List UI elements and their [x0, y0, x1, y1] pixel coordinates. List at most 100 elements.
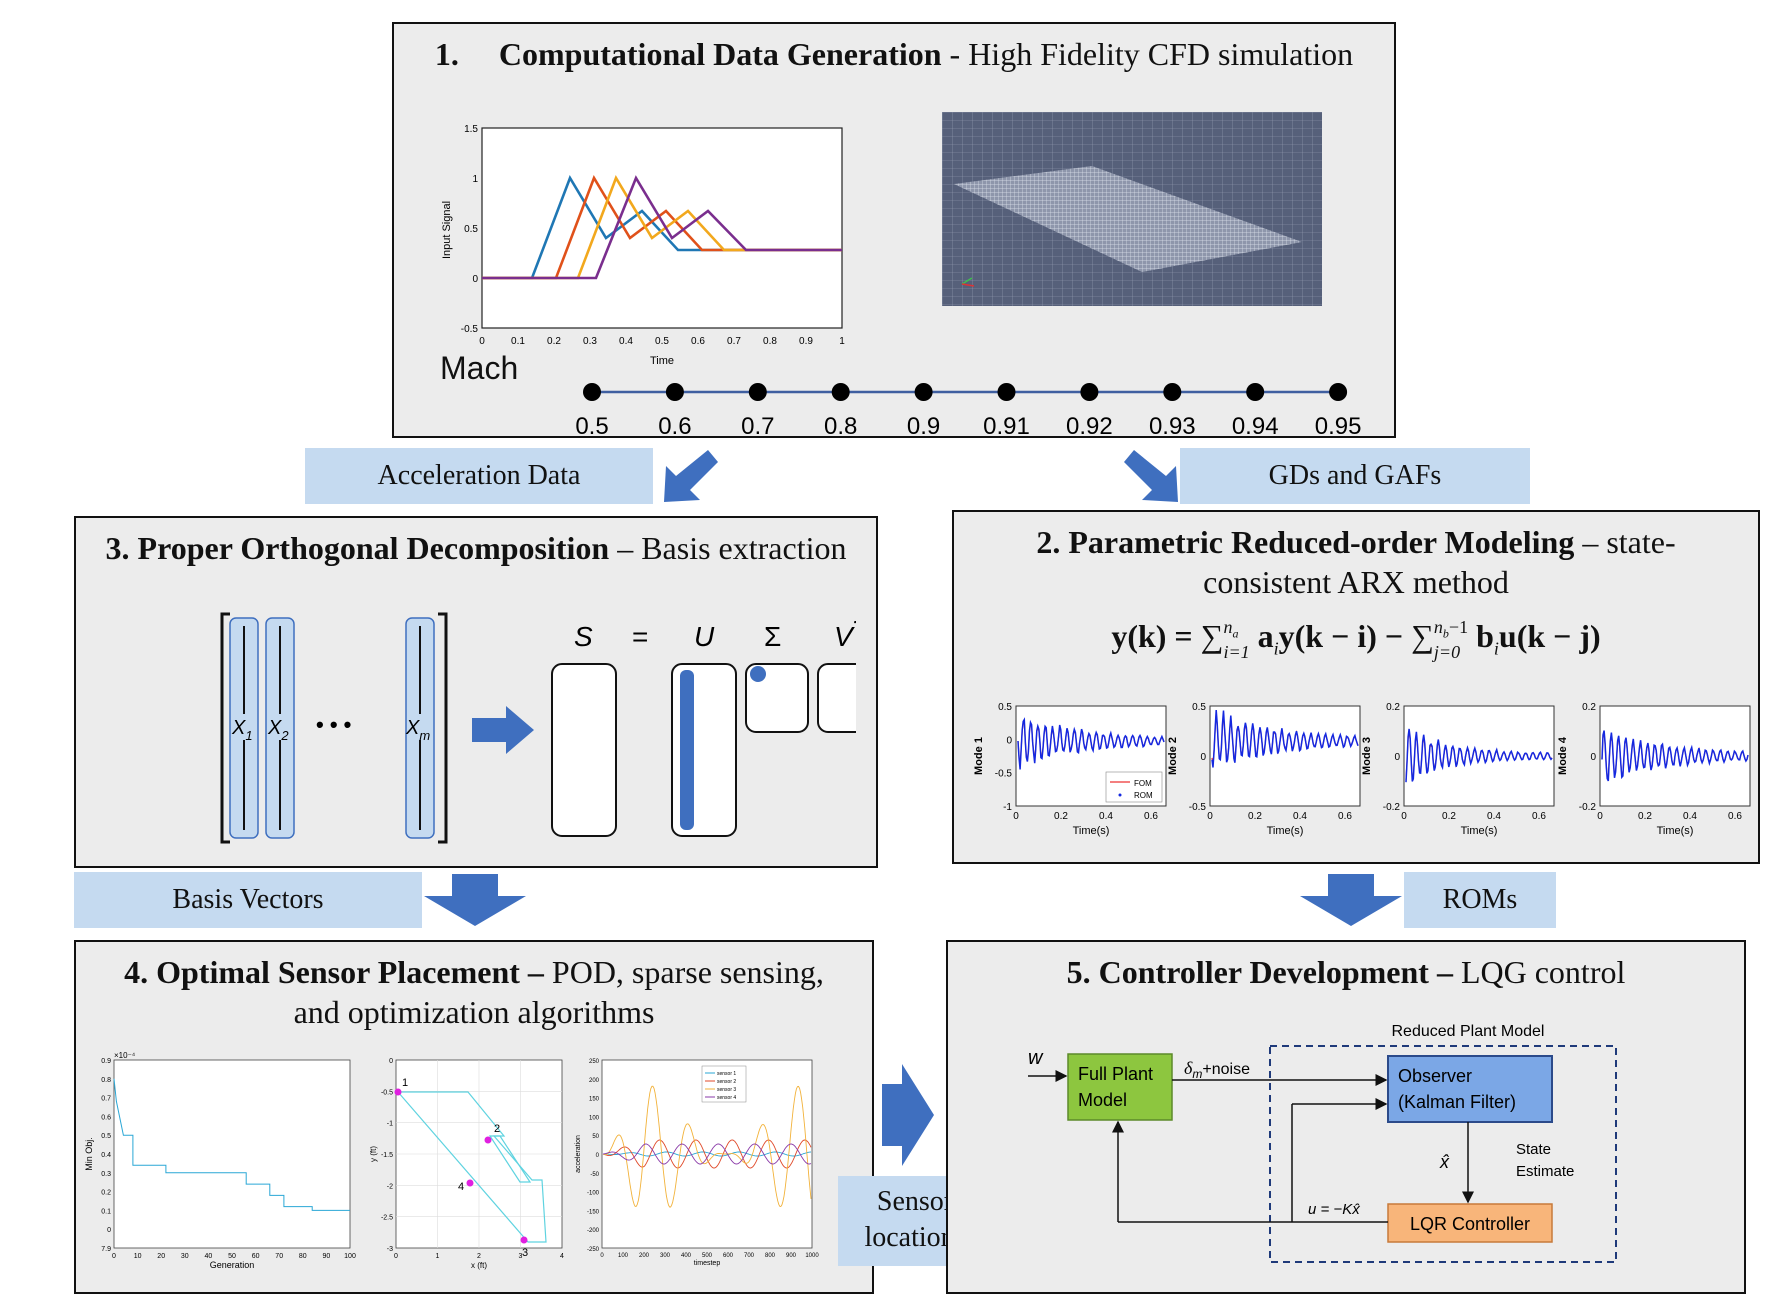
xlabel: x (ft) — [471, 1261, 487, 1270]
ellipsis: • • • — [316, 712, 351, 737]
eq-u: U — [694, 621, 715, 652]
mode-xtick: 0.4 — [1293, 811, 1307, 822]
y-tick-label: 1 — [472, 174, 478, 185]
x-tick-label: 0 — [479, 336, 485, 347]
mach-value-label: 0.6 — [658, 413, 691, 438]
mode-ylabel: Mode 2 — [1167, 737, 1179, 775]
mode-xtick: 0.2 — [1638, 811, 1652, 822]
x-tick-label: 0.5 — [655, 336, 669, 347]
snapshot-label-2: X2 — [267, 717, 289, 743]
mach-value-label: 0.94 — [1232, 413, 1279, 438]
mach-value-label: 0.93 — [1149, 413, 1196, 438]
panel-title: 3. Proper Orthogonal Decomposition – Bas… — [76, 528, 876, 568]
mode-xlabel: Time(s) — [1267, 825, 1304, 837]
mode-xtick: 0.6 — [1532, 811, 1546, 822]
x-axis-label: Time — [650, 355, 674, 367]
x-hat-label: x̂ — [1439, 1152, 1450, 1172]
sensor-point-label: 4 — [458, 1181, 464, 1193]
ytick: -250 — [587, 1247, 600, 1253]
signal-line-4 — [482, 175, 842, 280]
basis-vectors-label: Basis Vectors — [74, 872, 422, 928]
acceleration-data-label: Acceleration Data — [305, 448, 653, 504]
mode-xtick: 0 — [1597, 811, 1603, 822]
mach-point — [583, 383, 601, 401]
panel-sensor-placement: 4. Optimal Sensor Placement – POD, spars… — [74, 940, 874, 1294]
xtick: 1 — [436, 1253, 440, 1260]
xtick: 900 — [786, 1253, 797, 1259]
arrow-down-left — [664, 450, 718, 502]
ytick: 0 — [107, 1227, 111, 1234]
mode-ytick: 0.5 — [1192, 702, 1206, 713]
x-tick-label: 0.1 — [511, 336, 525, 347]
panel-title: 4. Optimal Sensor Placement – POD, spars… — [76, 952, 872, 992]
mode-ylabel: Mode 4 — [1557, 736, 1569, 775]
ytick: 0.4 — [101, 1152, 111, 1159]
snapshot-label-1: X1 — [231, 717, 253, 743]
y-tick-label: 0 — [472, 274, 478, 285]
legend-rom: ROM — [1134, 791, 1153, 800]
x-tick-label: 0.2 — [547, 336, 561, 347]
lqr-label: LQR Controller — [1410, 1214, 1530, 1234]
xtick: 50 — [228, 1253, 236, 1260]
ytick: -2.5 — [381, 1215, 393, 1222]
ytick: -150 — [587, 1209, 600, 1215]
mode-xtick: 0 — [1401, 811, 1407, 822]
mach-value-label: 0.91 — [983, 413, 1030, 438]
panel-title-bold: 3. Proper Orthogonal Decomposition — [105, 530, 610, 566]
ylabel: y (ft) — [369, 1146, 378, 1162]
w-input: w — [1028, 1047, 1044, 1069]
mode-xlabel: Time(s) — [1073, 825, 1110, 837]
xtick: 0 — [112, 1253, 116, 1260]
sensor-point-label: 3 — [522, 1247, 528, 1259]
mode-plots: Mode 10.50-0.5-10 0.2 0.4 0.6Time(s)FOMROMM… — [973, 702, 1751, 837]
xtick: 400 — [681, 1253, 692, 1259]
ytick: 100 — [589, 1115, 600, 1121]
panel-title-bold: 2. Parametric Reduced-order Modeling — [1036, 524, 1575, 560]
pod-diagram: X1 X2 Xm • • • S = U Σ VT — [220, 612, 856, 844]
ytick: 50 — [592, 1134, 599, 1140]
mode-ytick: 0 — [1590, 752, 1596, 763]
x-tick-label: 0.8 — [763, 336, 777, 347]
x-tick-labels: 0 0.1 0.2 0.3 0.4 0.5 0.6 0.7 0.8 0.9 1 — [479, 336, 845, 347]
control-law-label: u = −Kx̂ — [1308, 1201, 1360, 1218]
panel-title-bold: Computational Data Generation — [498, 36, 942, 72]
mach-value-label: 0.8 — [824, 413, 857, 438]
ytick: 0 — [596, 1153, 600, 1159]
eq-s: S — [574, 621, 593, 652]
mach-point — [748, 383, 767, 401]
y-tick-label: 1.5 — [464, 124, 478, 135]
xtick: 20 — [157, 1253, 165, 1260]
ytick: -1 — [387, 1121, 393, 1128]
mode-ytick: -0.2 — [1579, 802, 1597, 813]
mach-label: Mach — [440, 350, 519, 386]
xtick: 600 — [723, 1253, 734, 1259]
sensor-point-label: 2 — [494, 1123, 500, 1135]
ytick: 150 — [589, 1097, 600, 1103]
mode-xtick: 0.6 — [1728, 811, 1742, 822]
xtick: 500 — [702, 1253, 713, 1259]
xtick: 0 — [600, 1253, 604, 1259]
full-plant-label-1: Full Plant — [1078, 1064, 1153, 1084]
sensor-plots: ×10⁻⁴0.90.80.70.60.50.40.30.20.107.90 10 2… — [84, 1052, 819, 1270]
mode-ytick: -0.2 — [1383, 802, 1401, 813]
arrow-down — [424, 874, 526, 926]
mach-value-label: 0.92 — [1066, 413, 1113, 438]
roms-label: ROMs — [1404, 872, 1556, 928]
xlabel: timestep — [694, 1260, 721, 1267]
mode-xtick: 0.4 — [1099, 811, 1113, 822]
xtick: 1000 — [805, 1253, 819, 1259]
mach-value-label: 0.5 — [575, 413, 608, 438]
panel-pod: 3. Proper Orthogonal Decomposition – Bas… — [74, 516, 878, 868]
mode-xtick: 0.4 — [1487, 811, 1501, 822]
xtick: 800 — [765, 1253, 776, 1259]
xtick: 30 — [181, 1253, 189, 1260]
y-tick-label: -0.5 — [461, 324, 479, 335]
x-tick-label: 0.9 — [799, 336, 813, 347]
reduced-plant-label: Reduced Plant Model — [1392, 1023, 1545, 1040]
mode-xlabel: Time(s) — [1657, 825, 1694, 837]
xtick: 2 — [477, 1253, 481, 1260]
y-axis-label: Input Signal — [441, 201, 453, 259]
ylabel: acceleration — [575, 1135, 582, 1173]
